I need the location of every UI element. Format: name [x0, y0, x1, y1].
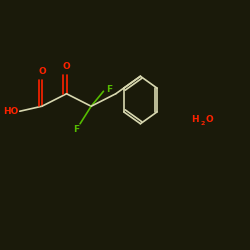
- Text: H: H: [191, 116, 198, 124]
- Text: O: O: [63, 62, 70, 71]
- Text: HO: HO: [3, 107, 18, 116]
- Text: O: O: [206, 116, 214, 124]
- Text: F: F: [106, 86, 112, 94]
- Text: 2: 2: [201, 121, 205, 126]
- Text: F: F: [73, 125, 79, 134]
- Text: O: O: [38, 67, 46, 76]
